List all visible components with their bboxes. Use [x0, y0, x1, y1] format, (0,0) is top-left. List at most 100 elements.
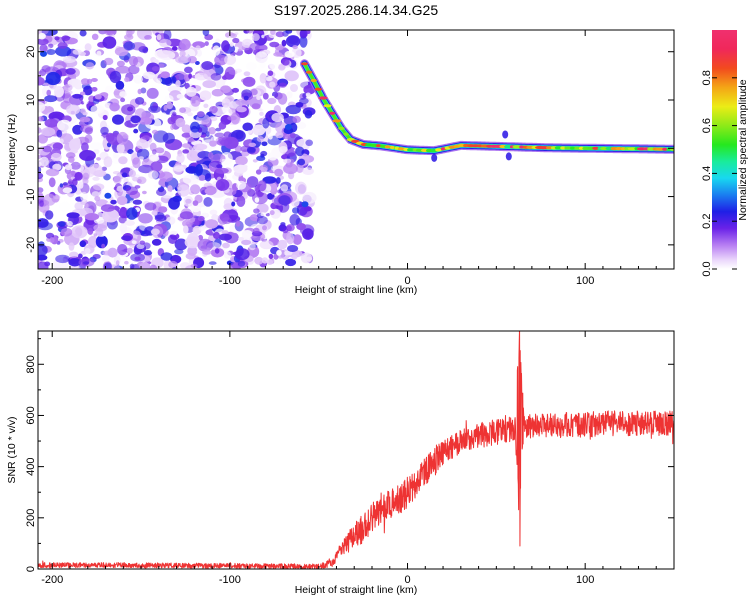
tone-track-peak — [375, 144, 381, 148]
tone-track-band — [303, 62, 674, 153]
noise-cell — [148, 170, 159, 180]
noise-cell — [179, 50, 186, 57]
tone-track-peak — [457, 143, 466, 147]
noise-cell — [299, 35, 308, 48]
noise-cell — [181, 143, 191, 148]
noise-cell — [128, 65, 140, 75]
tone-track-peak — [564, 146, 572, 150]
noise-cell — [151, 238, 162, 246]
snr-ylabel: SNR (10 * v/v) — [6, 416, 18, 483]
tone-track-peak — [574, 146, 580, 150]
noise-cell — [168, 234, 178, 244]
noise-cell — [63, 84, 73, 92]
noise-cell — [262, 92, 269, 100]
noise-cell — [61, 35, 70, 41]
noise-cell — [181, 132, 192, 138]
noise-cell — [196, 111, 205, 118]
noise-cell — [260, 150, 268, 157]
noise-cell — [104, 192, 112, 199]
noise-cell — [249, 214, 259, 222]
noise-cell — [83, 261, 90, 265]
noise-cell — [154, 147, 165, 154]
y-tick-label: 400 — [25, 457, 37, 475]
spectrogram-y-axis: -20 -10 0 10 20 — [25, 46, 674, 270]
noise-cell — [156, 188, 167, 196]
noise-cell — [241, 230, 253, 238]
colorbar-tick-label: 0.0 — [701, 261, 713, 276]
noise-cell — [269, 210, 275, 216]
noise-cell — [69, 251, 79, 258]
noise-cell — [38, 254, 48, 261]
noise-cell — [197, 215, 205, 222]
noise-cell — [214, 248, 220, 254]
noise-cell — [221, 217, 232, 225]
noise-cell — [136, 243, 145, 250]
noise-cell — [102, 250, 113, 256]
noise-cell — [160, 252, 173, 261]
noise-cell — [136, 176, 147, 185]
noise-cell — [223, 136, 239, 149]
noise-cell — [214, 132, 225, 138]
tone-track-peak — [435, 148, 442, 152]
noise-cell — [38, 192, 44, 199]
noise-cell — [256, 136, 264, 142]
tone-track-peak — [397, 147, 406, 151]
noise-cell — [198, 225, 206, 231]
noise-cell — [204, 187, 215, 195]
noise-cell — [59, 183, 64, 188]
noise-cell — [92, 176, 100, 181]
noise-cell — [38, 76, 45, 86]
noise-cell — [163, 30, 172, 41]
noise-cell — [121, 235, 132, 241]
noise-cell — [286, 91, 293, 99]
noise-cell — [168, 260, 178, 269]
noise-cell — [170, 124, 175, 131]
noise-cell — [260, 103, 269, 110]
noise-cell — [275, 131, 284, 139]
noise-cell — [138, 164, 154, 174]
noise-cell — [266, 193, 275, 200]
tone-track-band — [300, 59, 674, 156]
tone-track-peak — [370, 143, 378, 147]
noise-cell — [65, 68, 76, 75]
y-tick-label: 200 — [25, 509, 37, 527]
noise-cell — [84, 43, 92, 51]
noise-cell — [42, 145, 53, 153]
noise-cell — [284, 70, 299, 82]
spectrogram-cells — [38, 30, 674, 269]
tone-track-peak — [471, 144, 480, 148]
noise-cell — [159, 38, 172, 48]
noise-cell — [197, 151, 212, 159]
noise-cell — [90, 78, 98, 82]
snr-xlabel: Height of straight line (km) — [295, 584, 418, 596]
noise-cell — [116, 60, 125, 67]
noise-cell — [261, 257, 269, 264]
noise-cell — [231, 201, 236, 207]
noise-cell — [102, 114, 108, 121]
noise-cell — [91, 87, 98, 92]
x-tick-label: -200 — [41, 275, 63, 287]
noise-cell — [202, 212, 208, 217]
noise-cell — [80, 78, 90, 86]
noise-cell — [256, 95, 261, 100]
noise-cell — [236, 195, 246, 207]
noise-cell — [158, 206, 168, 213]
noise-cell — [38, 101, 46, 113]
noise-cell — [229, 42, 234, 47]
tone-track-peak — [301, 62, 308, 66]
noise-cell — [71, 225, 88, 239]
noise-cell — [235, 98, 251, 106]
noise-cell — [215, 127, 222, 132]
noise-cell — [57, 42, 68, 49]
noise-cell — [62, 187, 73, 194]
noise-cell — [81, 142, 89, 152]
noise-cell — [100, 126, 109, 135]
noise-cell — [104, 30, 115, 36]
noise-cell — [176, 153, 185, 164]
tone-track-peak — [554, 146, 563, 150]
noise-cell — [248, 142, 257, 147]
noise-cell — [44, 95, 58, 103]
noise-cell — [185, 166, 199, 174]
noise-cell — [302, 228, 314, 240]
tone-track-peak — [338, 126, 345, 130]
